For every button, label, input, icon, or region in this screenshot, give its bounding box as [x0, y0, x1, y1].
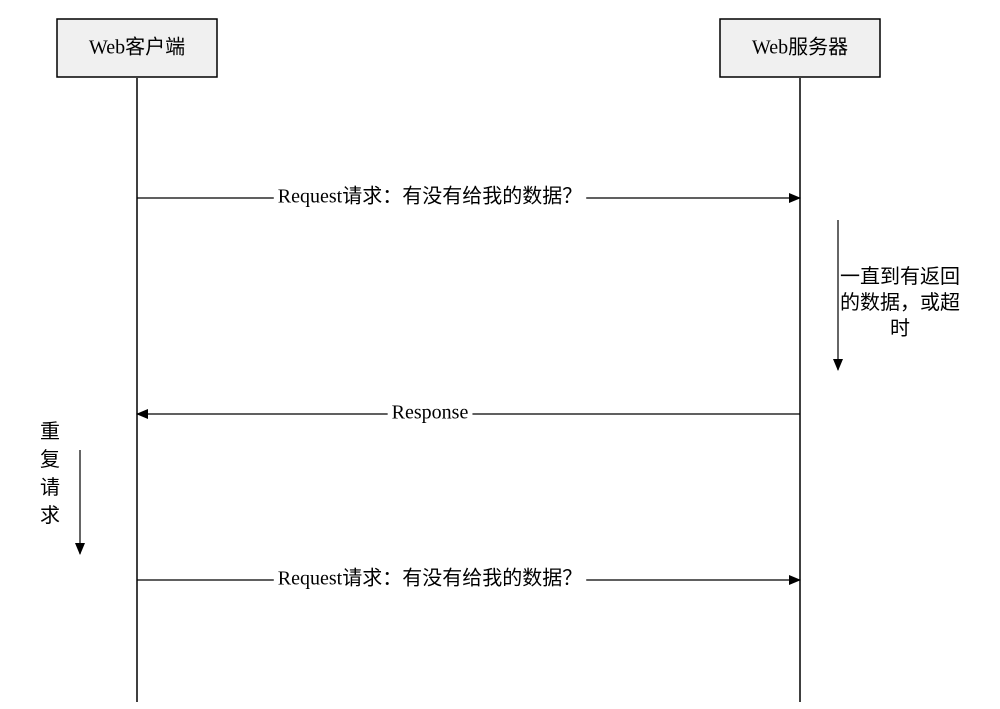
- node-server-label: Web服务器: [752, 36, 848, 59]
- node-server: Web服务器: [720, 19, 880, 77]
- message-req1-label: Request请求：有没有给我的数据？: [278, 185, 582, 208]
- annotation-wait: 一直到有返回的数据，或超时: [838, 220, 960, 370]
- node-client-label: Web客户端: [89, 36, 185, 59]
- message-response: Response: [137, 400, 800, 426]
- node-client: Web客户端: [57, 19, 217, 77]
- annotation-repeat-text: 重复请求: [40, 420, 60, 527]
- message-req2: Request请求：有没有给我的数据？: [137, 565, 800, 592]
- sequence-diagram: Web客户端 Web服务器 Request请求：有没有给我的数据？ Respon…: [0, 0, 1000, 709]
- annotation-wait-text: 一直到有返回的数据，或超时: [840, 265, 960, 340]
- message-response-label: Response: [392, 402, 469, 424]
- message-req2-label: Request请求：有没有给我的数据？: [278, 567, 582, 590]
- message-req1: Request请求：有没有给我的数据？: [137, 183, 800, 210]
- annotation-repeat: 重复请求: [40, 420, 80, 554]
